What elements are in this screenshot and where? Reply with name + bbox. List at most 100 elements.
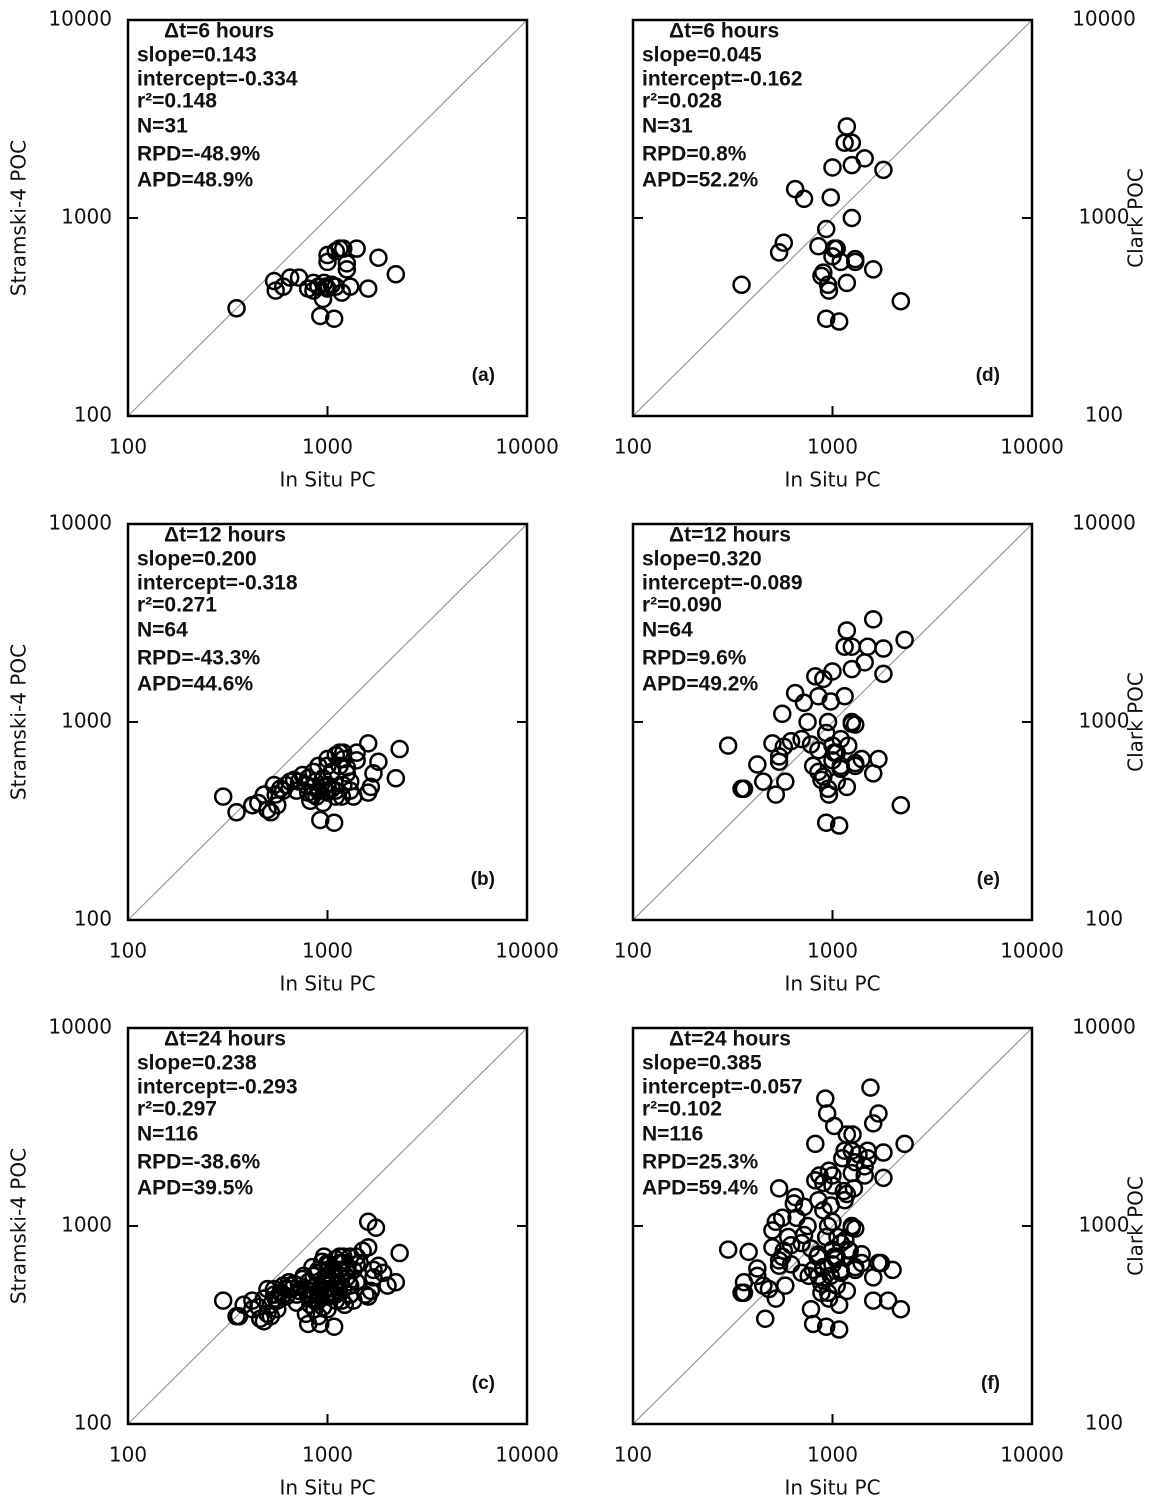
data-point	[229, 1307, 249, 1326]
y-tick-label: 1000	[1079, 205, 1130, 229]
stat-text: N=116	[137, 1123, 198, 1146]
data-point	[816, 1089, 835, 1108]
one-to-one-line	[127, 19, 528, 417]
stat-text: N=31	[642, 115, 693, 138]
stat-text: r²=0.028	[642, 90, 722, 113]
data-point	[874, 1143, 893, 1162]
data-point	[803, 756, 823, 776]
x-tick-label: 10000	[1000, 435, 1064, 459]
data-point	[837, 1281, 857, 1301]
data-point	[874, 1168, 893, 1188]
data-point	[307, 787, 326, 806]
data-point	[829, 816, 849, 835]
data-point	[335, 1295, 354, 1315]
data-point	[842, 133, 862, 152]
data-point	[347, 1272, 366, 1292]
data-point	[763, 734, 782, 753]
stat-text: N=64	[642, 619, 693, 642]
stat-text: intercept=-0.318	[137, 572, 298, 595]
data-point	[776, 1276, 795, 1295]
stat-text: intercept=-0.293	[137, 1076, 298, 1099]
data-point	[816, 1317, 836, 1336]
stat-text: r²=0.102	[642, 1098, 722, 1121]
data-point	[809, 236, 828, 256]
data-point	[823, 1212, 842, 1232]
data-point	[759, 1279, 779, 1299]
data-point	[806, 667, 825, 686]
data-point	[732, 275, 751, 295]
data-point	[769, 243, 789, 262]
x-tick-label: 1000	[807, 1443, 858, 1467]
data-point	[823, 1176, 842, 1195]
stat-text: slope=0.238	[137, 1052, 257, 1075]
data-point	[748, 755, 767, 774]
data-point	[739, 1242, 758, 1262]
x-tick-label: 1000	[807, 435, 858, 459]
data-point	[798, 712, 817, 732]
data-point	[754, 772, 773, 791]
data-point	[809, 1190, 828, 1210]
data-point	[227, 299, 246, 318]
data-point	[369, 248, 388, 267]
stat-text: RPD=0.8%	[642, 143, 747, 166]
data-point	[287, 781, 306, 800]
panel-label: (f)	[981, 1373, 1000, 1394]
data-point	[855, 149, 874, 168]
stat-text: intercept=-0.162	[642, 68, 803, 91]
stat-text: slope=0.143	[137, 44, 257, 67]
y-axis-label: Clark POC	[1124, 1176, 1148, 1276]
data-point	[347, 751, 366, 770]
data-point	[819, 281, 839, 300]
data-point	[801, 735, 821, 754]
data-point	[809, 686, 828, 706]
data-point	[869, 749, 888, 769]
stat-text: N=31	[137, 115, 188, 138]
stat-text: r²=0.271	[137, 594, 217, 617]
data-point	[837, 273, 857, 293]
data-point	[781, 1235, 801, 1255]
stat-text: APD=39.5%	[137, 1177, 253, 1200]
stat-text: intercept=-0.334	[137, 68, 298, 91]
stat-text: r²=0.297	[137, 1098, 217, 1121]
data-point	[874, 664, 893, 684]
data-point	[834, 1181, 854, 1201]
data-point	[234, 1295, 253, 1315]
y-tick-label: 10000	[1072, 1015, 1136, 1039]
data-point	[366, 1218, 386, 1237]
data-point	[861, 1078, 880, 1097]
stat-text: r²=0.090	[642, 594, 722, 617]
data-point	[842, 208, 862, 228]
x-tick-label: 1000	[807, 939, 858, 963]
y-tick-label: 1000	[61, 1213, 112, 1237]
data-point	[818, 712, 838, 732]
x-tick-label: 10000	[1000, 939, 1064, 963]
stat-text: Δt=24 hours	[164, 1028, 286, 1051]
data-point	[785, 179, 805, 199]
data-point	[840, 1241, 859, 1260]
data-point	[734, 1283, 754, 1303]
data-point	[364, 764, 383, 783]
data-point	[814, 263, 833, 282]
data-point	[364, 1268, 383, 1287]
data-point	[863, 1291, 883, 1310]
stat-text: intercept=-0.057	[642, 1076, 803, 1099]
y-tick-label: 10000	[48, 1015, 112, 1039]
data-point	[878, 1291, 898, 1310]
data-point	[863, 1114, 883, 1133]
data-point	[337, 260, 357, 279]
data-point	[319, 1255, 339, 1274]
data-point	[845, 252, 865, 272]
data-point	[794, 189, 814, 209]
data-point	[718, 1240, 738, 1259]
data-point	[390, 1243, 409, 1263]
data-point	[891, 1299, 911, 1319]
data-point	[874, 639, 893, 658]
data-point	[309, 1291, 328, 1310]
data-point	[227, 803, 246, 822]
x-tick-label: 10000	[495, 435, 559, 459]
data-point	[852, 1244, 871, 1264]
stat-text: slope=0.385	[642, 1052, 762, 1075]
data-point	[823, 247, 842, 266]
data-point	[766, 1212, 786, 1232]
data-point	[895, 1134, 914, 1154]
